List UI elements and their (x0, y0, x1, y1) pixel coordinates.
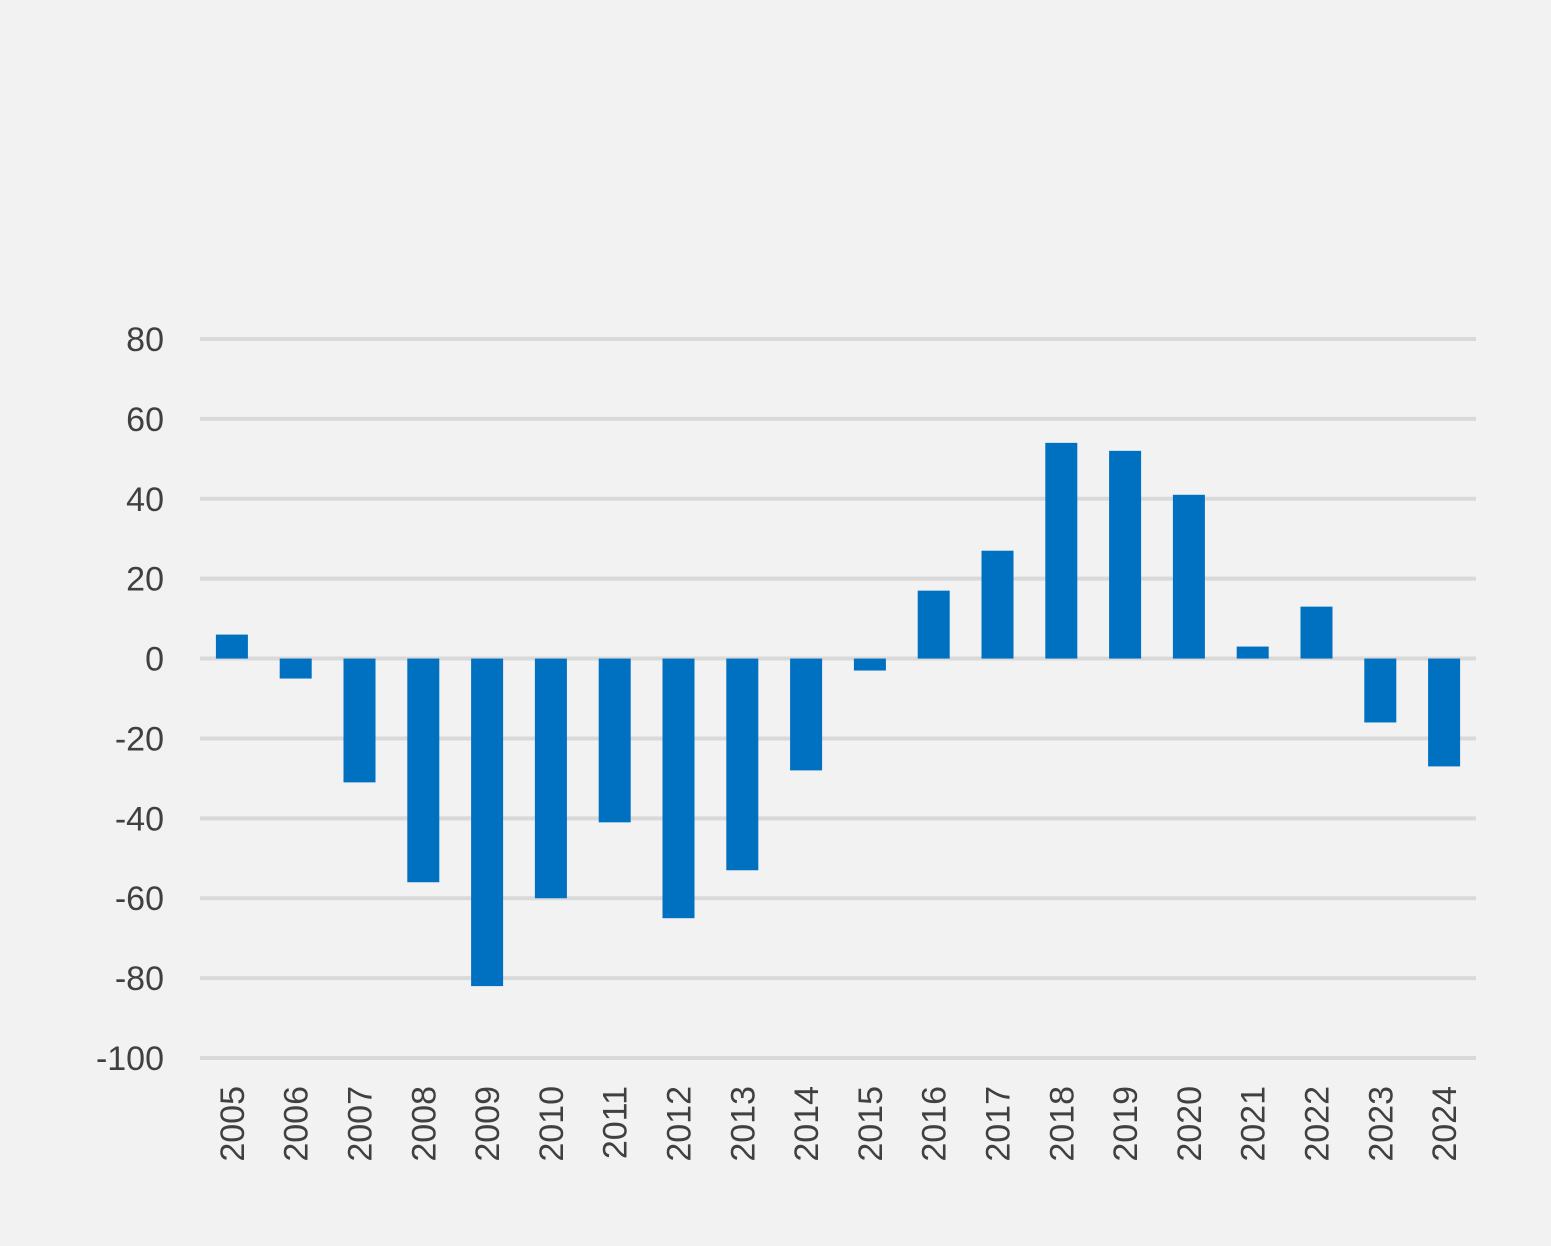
y-tick-label: 40 (126, 481, 164, 519)
x-tick-label: 2021 (1235, 1086, 1273, 1162)
bar-2009 (471, 658, 504, 987)
bar-2013 (726, 658, 759, 871)
y-tick-label: 0 (145, 641, 164, 679)
bars (215, 442, 1461, 987)
bar-2016 (917, 590, 950, 659)
x-tick-label: 2023 (1362, 1086, 1400, 1162)
bar-2011 (598, 658, 631, 823)
gridlines (200, 337, 1476, 1060)
x-tick-label: 2015 (852, 1086, 890, 1162)
x-tick-label: 2014 (788, 1086, 826, 1162)
y-tick-label: 60 (126, 401, 164, 439)
x-tick-label: 2013 (724, 1086, 762, 1162)
y-tick-label: -40 (115, 800, 164, 838)
bar-2012 (662, 658, 695, 919)
y-tick-label: 80 (126, 321, 164, 359)
y-tick-label: -80 (115, 960, 164, 998)
bar-2019 (1109, 450, 1142, 659)
x-tick-label: 2024 (1426, 1086, 1464, 1162)
bar-2006 (279, 658, 312, 679)
x-tick-label: 2008 (405, 1086, 443, 1162)
x-tick-label: 2012 (661, 1086, 699, 1162)
x-tick-label: 2005 (214, 1086, 252, 1162)
x-tick-label: 2011 (597, 1086, 635, 1159)
bar-2010 (534, 658, 567, 899)
x-tick-label: 2006 (278, 1086, 316, 1162)
y-tick-label: -100 (96, 1040, 164, 1078)
bar-2014 (790, 658, 823, 771)
y-tick-label: 20 (126, 561, 164, 599)
y-tick-label: -20 (115, 720, 164, 758)
x-tick-label: 2016 (916, 1086, 954, 1162)
bar-2022 (1300, 606, 1333, 659)
x-tick-label: 2022 (1299, 1086, 1337, 1162)
x-tick-label: 2020 (1171, 1086, 1209, 1162)
y-axis-tick-labels: 80 60 40 20 0 -20 -40 -60 -80 -100 (96, 321, 164, 1078)
bar-2005 (215, 634, 248, 659)
bar-2015 (853, 658, 886, 671)
bar-2024 (1428, 658, 1461, 767)
bar-2017 (981, 550, 1014, 659)
bar-2007 (343, 658, 376, 783)
x-tick-label: 2007 (342, 1086, 380, 1162)
x-tick-label: 2018 (1043, 1086, 1081, 1162)
x-tick-label: 2009 (469, 1086, 507, 1162)
bar-2023 (1364, 658, 1397, 723)
bar-2008 (407, 658, 440, 883)
x-axis-tick-labels: 2005 2006 2007 2008 2009 2010 2011 2012 2013 2014… (214, 1086, 1464, 1162)
y-tick-label: -60 (115, 880, 164, 918)
x-tick-label: 2019 (1107, 1086, 1145, 1162)
x-tick-label: 2017 (980, 1086, 1018, 1162)
bar-2021 (1236, 646, 1269, 659)
bar-2020 (1172, 494, 1205, 659)
bar-2018 (1045, 442, 1078, 659)
x-tick-label: 2010 (533, 1086, 571, 1162)
